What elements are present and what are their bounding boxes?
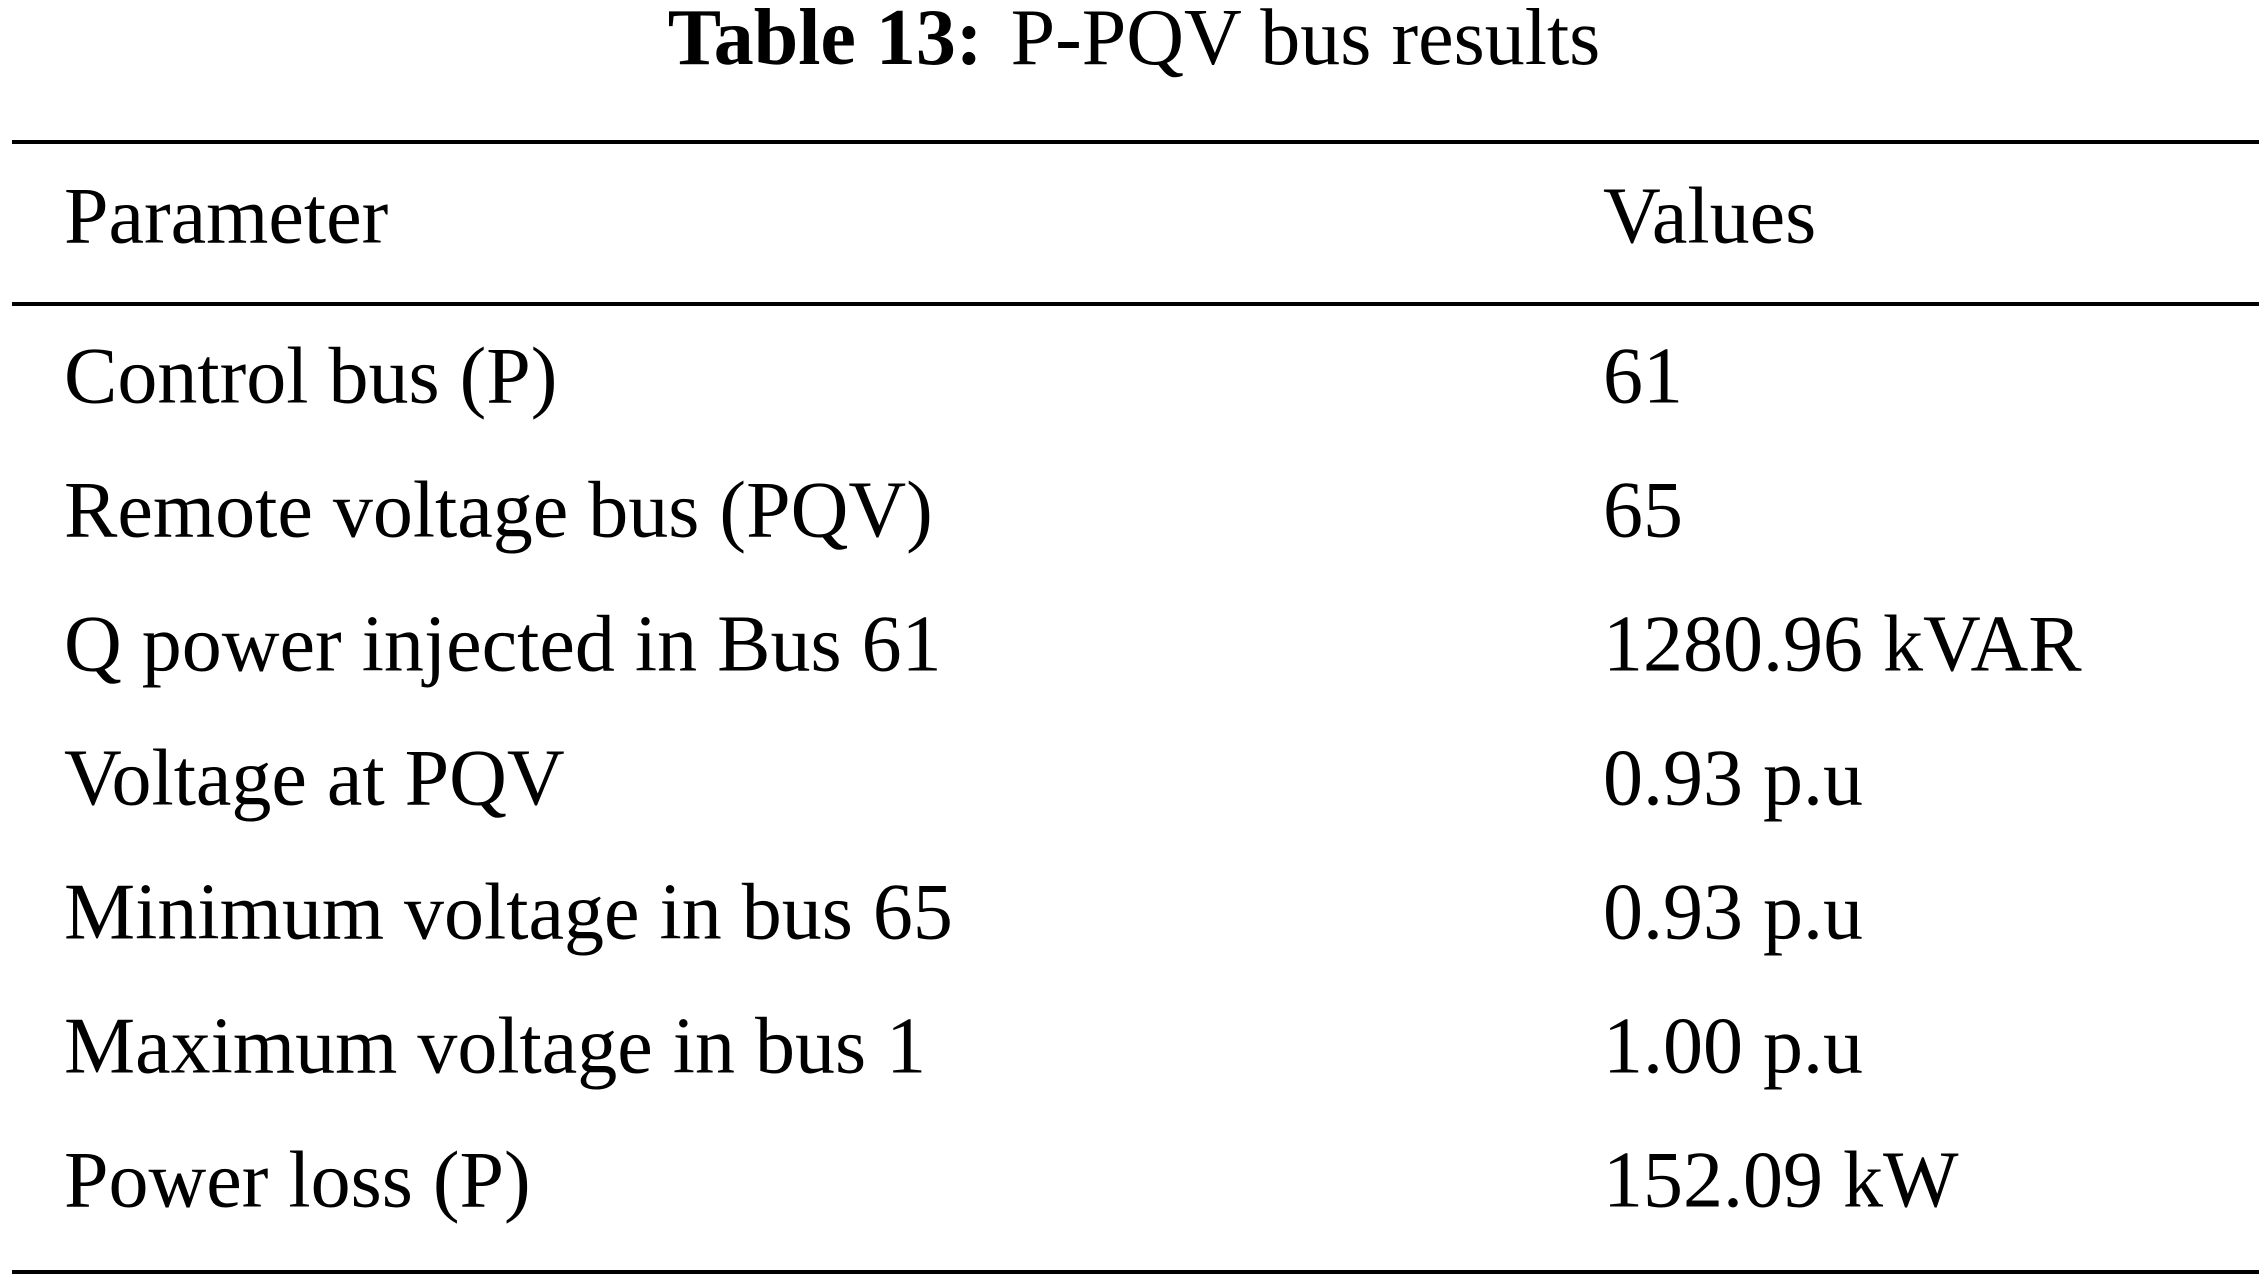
table-cell: Power loss (P) xyxy=(64,1136,531,1224)
table-cell: 1280.96 kVAR xyxy=(1603,600,2082,688)
header-cell: Values xyxy=(1603,172,1816,260)
table-cell: Q power injected in Bus 61 xyxy=(64,600,942,688)
table-cell: Minimum voltage in bus 65 xyxy=(64,868,953,956)
header-cell: Parameter xyxy=(64,172,388,260)
table-cell: 152.09 kW xyxy=(1603,1136,1959,1224)
table-cell: 0.93 p.u xyxy=(1603,868,1863,956)
table-cell: 1.00 p.u xyxy=(1603,1002,1863,1090)
caption-label: Table 13: xyxy=(668,0,983,82)
table-cell: 61 xyxy=(1603,332,1683,420)
caption: Table 13: P-PQV bus results xyxy=(668,0,1601,82)
table-cell: Control bus (P) xyxy=(64,332,557,420)
caption-text: P-PQV bus results xyxy=(1011,0,1601,82)
table-cell: 0.93 p.u xyxy=(1603,734,1863,822)
table-cell: 65 xyxy=(1603,466,1683,554)
table-cell: Remote voltage bus (PQV) xyxy=(64,466,933,554)
table-cell: Maximum voltage in bus 1 xyxy=(64,1002,926,1090)
table-cell: Voltage at PQV xyxy=(64,734,565,822)
